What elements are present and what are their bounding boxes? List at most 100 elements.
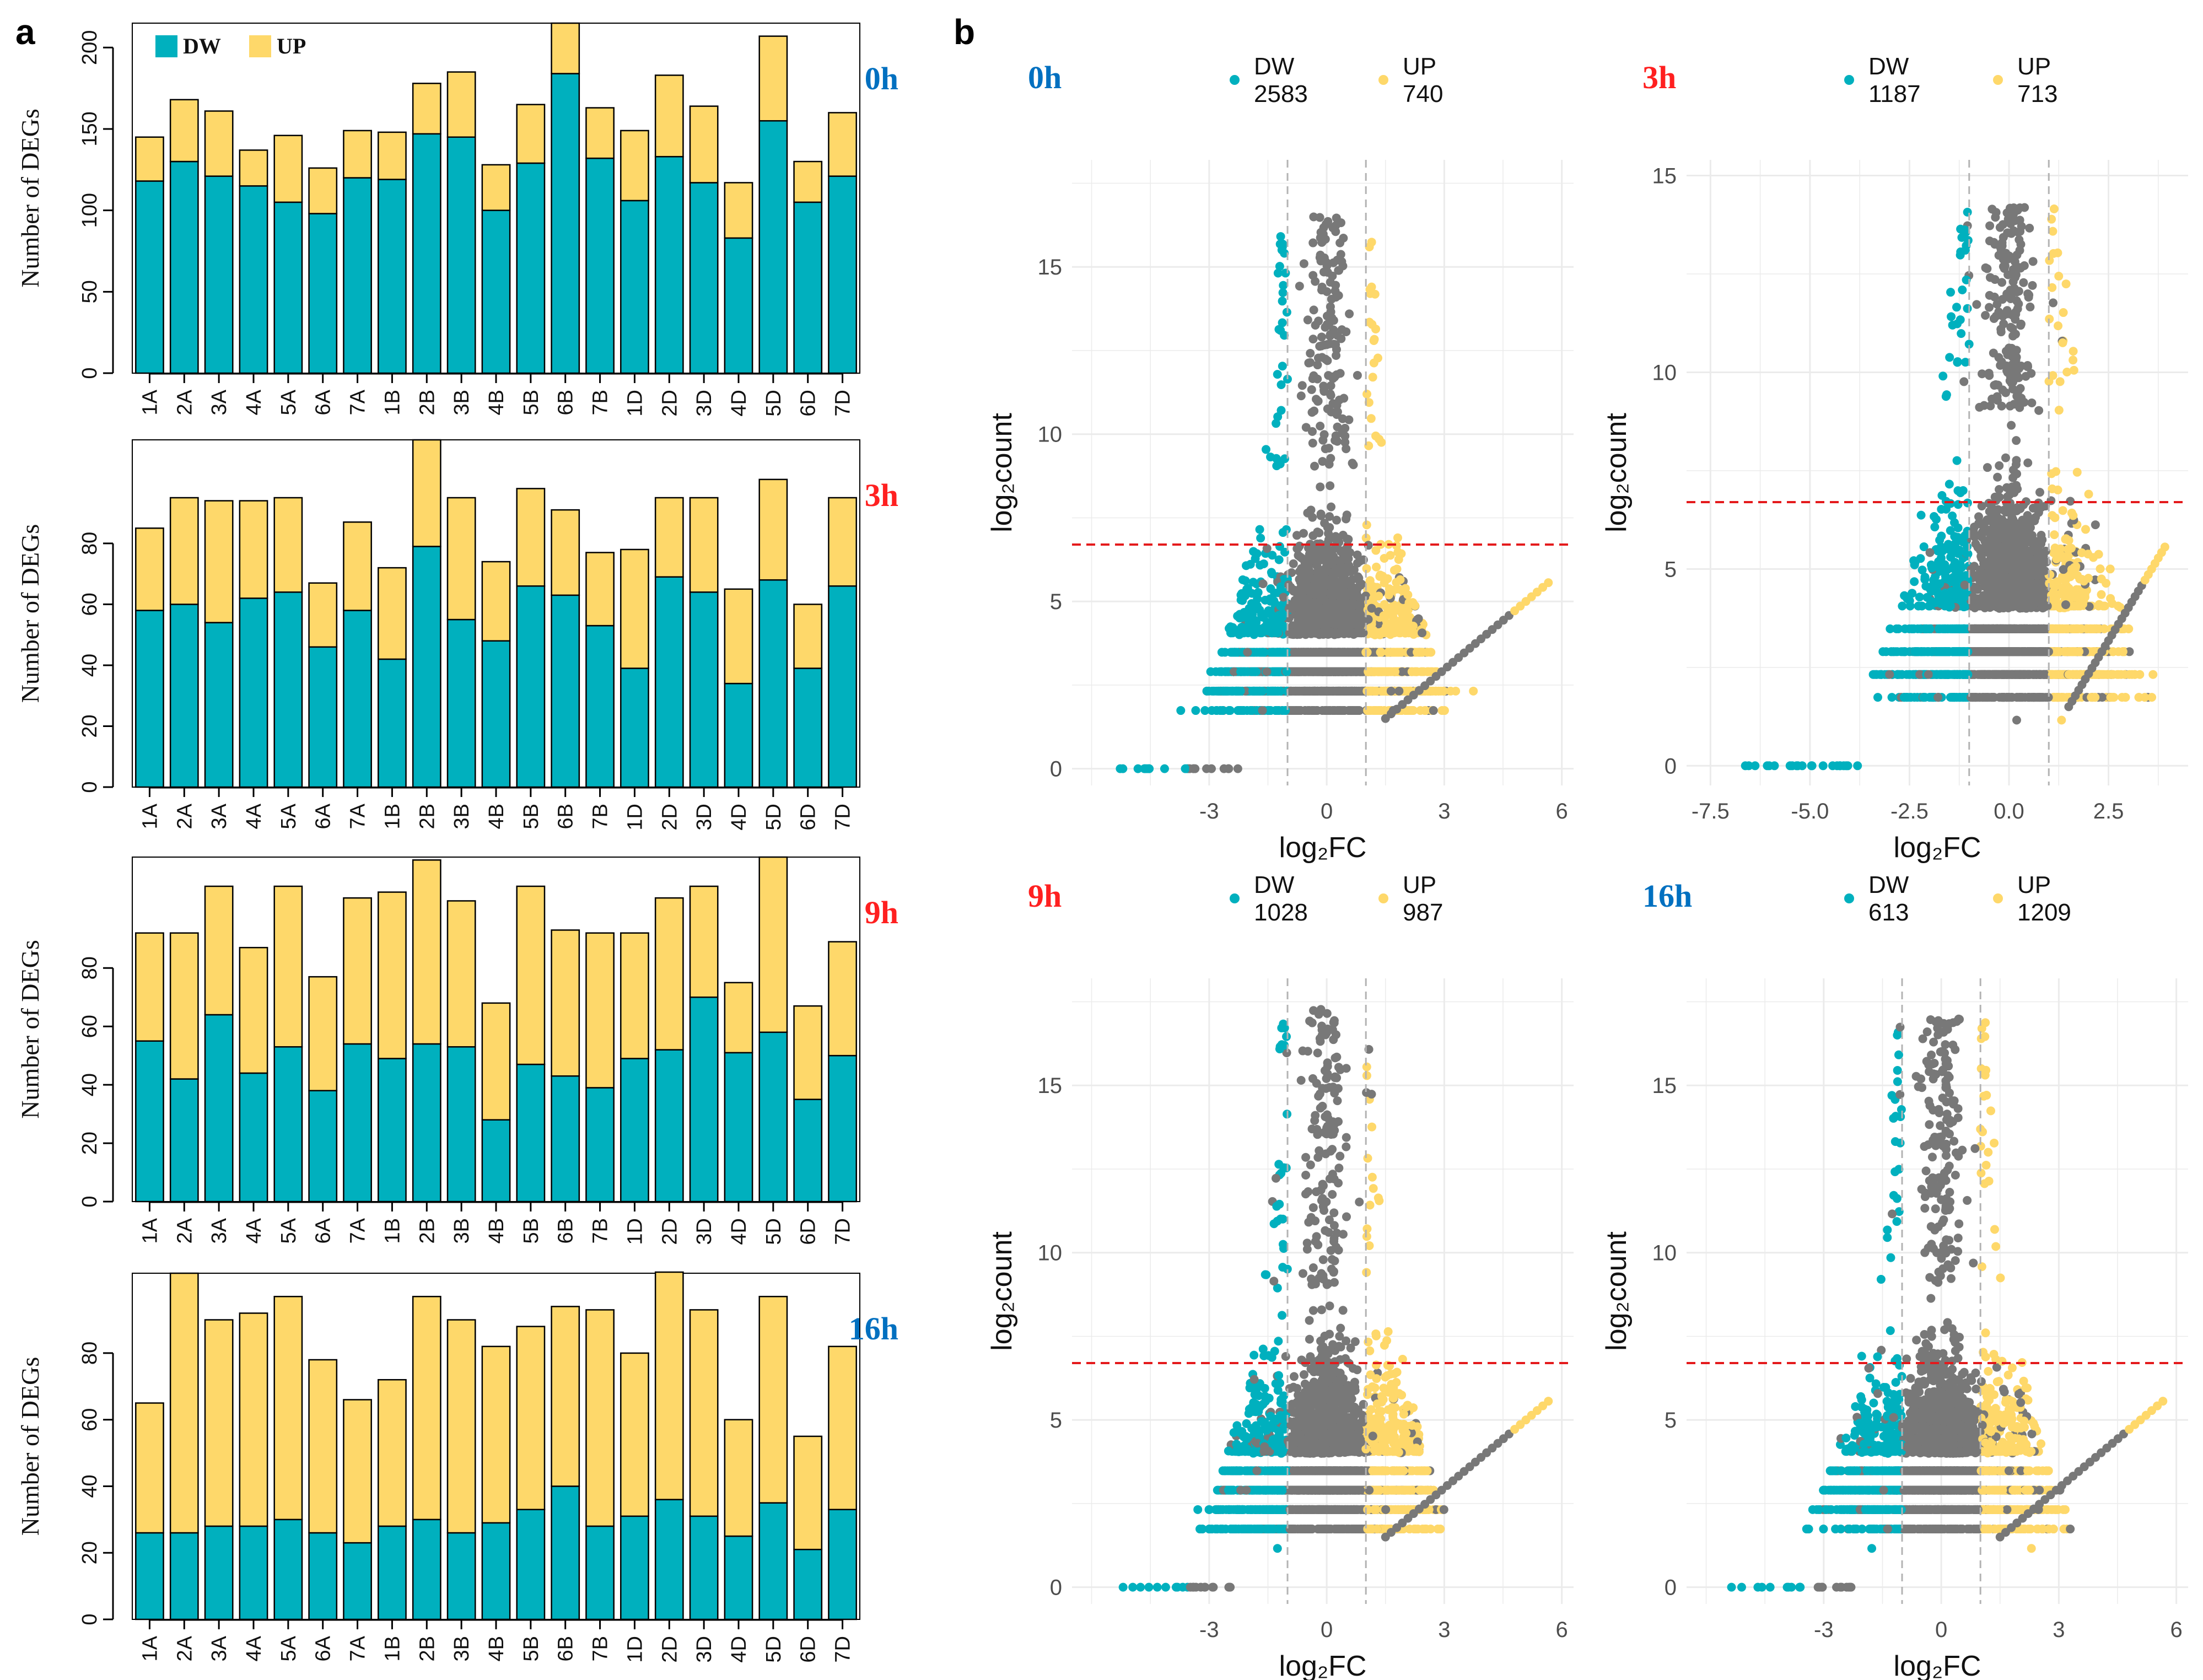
x-tick-label: -3 <box>1199 799 1219 823</box>
x-tick-label-3A: 3A <box>208 1218 231 1243</box>
y-axis-label: Number of DEGs <box>16 109 44 288</box>
bar-dw-5B <box>516 162 546 374</box>
point <box>1275 239 1285 249</box>
point <box>1340 432 1350 441</box>
point <box>1383 574 1392 583</box>
point <box>1353 558 1362 568</box>
y-axis-label: Number of DEGs <box>16 1357 44 1536</box>
point <box>1348 459 1357 468</box>
point <box>1316 509 1326 519</box>
y-tick-label: 20 <box>78 714 101 737</box>
point <box>1238 595 1247 604</box>
y-tick-label: 80 <box>78 956 101 979</box>
x-axis-label: log₂FC <box>1279 832 1367 864</box>
point <box>1308 335 1318 344</box>
point <box>1272 667 1281 676</box>
point <box>1319 267 1328 277</box>
point <box>1313 397 1322 406</box>
point <box>1388 616 1398 626</box>
point <box>1376 648 1385 657</box>
bar-dw-7A <box>343 1043 372 1203</box>
x-tick-label-3B: 3B <box>450 804 473 829</box>
point <box>1256 561 1265 570</box>
bar-dw-7D <box>828 175 857 374</box>
point <box>1368 629 1377 638</box>
bar-dw-2B <box>412 133 441 374</box>
bar-dw-2B <box>412 546 441 788</box>
point <box>2059 308 2068 317</box>
point <box>1181 764 1190 773</box>
x-tick-label-6A: 6A <box>312 1635 335 1661</box>
point <box>1362 520 1371 530</box>
y-tick-label: 60 <box>78 1015 101 1038</box>
bar-dw-4B <box>481 209 511 374</box>
point <box>1212 706 1221 715</box>
point <box>1281 268 1290 278</box>
x-tick-label-2B: 2B <box>416 1218 439 1243</box>
point <box>1160 764 1169 773</box>
chart-title: 9h <box>865 895 898 930</box>
point <box>1200 706 1210 715</box>
point <box>1343 534 1352 543</box>
point <box>2028 257 2038 266</box>
bar-dw-5A <box>273 591 303 788</box>
x-tick-label-5B: 5B <box>520 1218 543 1243</box>
point <box>1276 326 1285 335</box>
point <box>1340 423 1350 433</box>
point <box>1218 706 1227 715</box>
bar-up-1D <box>620 548 649 669</box>
x-tick-label-5B: 5B <box>520 390 543 415</box>
point <box>1331 431 1340 440</box>
point <box>2019 278 2028 287</box>
legend-count-up: 740 <box>1403 80 1443 107</box>
bar-dw-1A <box>135 180 164 374</box>
bar-dw-4B <box>481 640 511 788</box>
bar-dw-1B <box>378 179 407 374</box>
point <box>1544 578 1553 588</box>
point <box>1339 613 1349 623</box>
bar-dw-2D <box>654 155 684 374</box>
point <box>1398 586 1407 595</box>
bar-dw-2D <box>654 1499 684 1620</box>
point <box>1216 667 1226 676</box>
point <box>1342 544 1351 553</box>
point <box>1276 582 1285 591</box>
point <box>1326 381 1335 390</box>
point <box>2055 377 2065 386</box>
point <box>1303 667 1312 676</box>
point <box>1310 461 1319 471</box>
point <box>1402 602 1412 612</box>
x-tick-label-2B: 2B <box>416 390 439 415</box>
x-tick-label-5A: 5A <box>277 389 300 415</box>
point <box>1292 667 1302 676</box>
x-tick-label-2D: 2D <box>658 1218 681 1245</box>
legend-label-up: UP <box>277 34 306 58</box>
point <box>1319 385 1329 395</box>
point <box>1364 667 1373 676</box>
bar-up-6A <box>308 167 338 214</box>
point <box>1309 305 1318 315</box>
y-tick-label: 15 <box>1038 255 1063 279</box>
point <box>1369 336 1378 345</box>
point <box>1332 351 1341 360</box>
point <box>1374 591 1383 601</box>
bar-dw-1D <box>620 1515 649 1620</box>
y-tick-label: 0 <box>78 367 101 379</box>
point <box>1328 271 1337 281</box>
bar-dw-6D <box>793 1099 823 1203</box>
point <box>1270 622 1279 631</box>
bar-up-3B <box>446 71 476 138</box>
point <box>1396 575 1405 584</box>
x-tick-label: 3 <box>1438 799 1450 823</box>
x-tick-label-7A: 7A <box>347 1218 370 1243</box>
bar-up-6A <box>308 976 338 1091</box>
point <box>1342 444 1351 454</box>
bar-dw-7B <box>585 624 615 788</box>
point <box>1310 406 1319 416</box>
point <box>1349 706 1359 715</box>
point <box>2028 281 2037 290</box>
bar-dw-5B <box>516 1509 546 1620</box>
point <box>1958 285 1967 294</box>
point <box>1409 706 1418 715</box>
bar-up-2D <box>654 1271 684 1500</box>
